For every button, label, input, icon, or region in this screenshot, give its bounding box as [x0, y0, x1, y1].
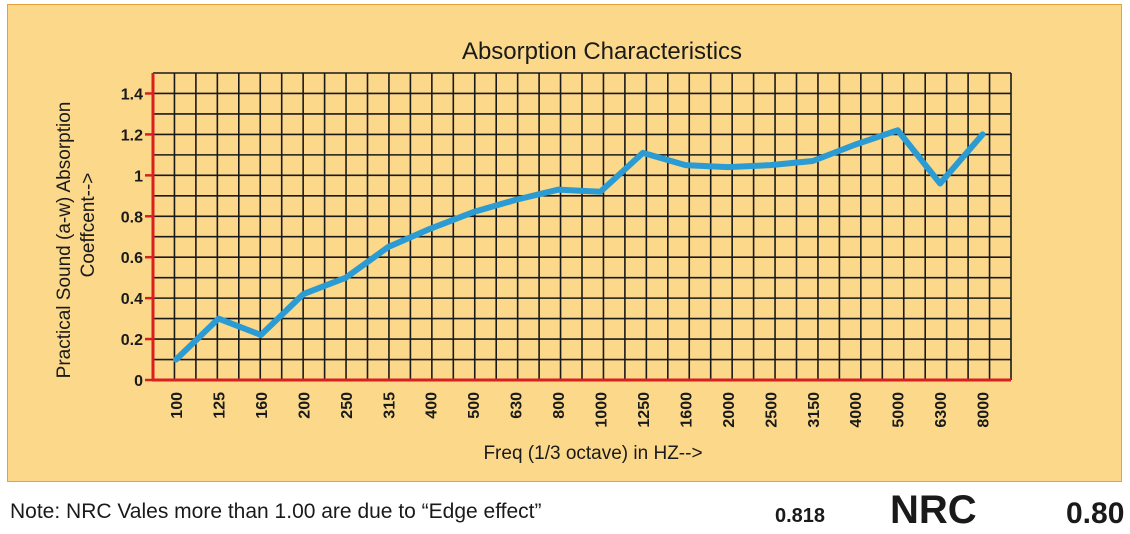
- x-tick-label: 500: [466, 392, 483, 419]
- x-tick-label: 125: [211, 392, 228, 419]
- series-layer: [173, 127, 986, 363]
- x-tick-label: 200: [296, 392, 313, 419]
- data-point: [557, 188, 560, 191]
- chart-title: Absorption Characteristics: [462, 38, 742, 65]
- data-point: [726, 166, 729, 169]
- data-point: [217, 317, 220, 320]
- x-tick-label: 6300: [933, 392, 950, 428]
- data-point: [472, 211, 475, 214]
- x-tick-label: 800: [551, 392, 568, 419]
- nrc-label: NRC: [890, 488, 977, 532]
- absorption-chart: 0 0.2 0.4 0.6 0.8 1 1.2 1.4 100 125 160 200 250 315 40…: [54, 38, 1012, 464]
- x-tick-label: 1000: [594, 392, 611, 428]
- nrc-computed-value: 0.818: [775, 505, 826, 527]
- data-point: [769, 164, 772, 167]
- y-tick-label: 0.2: [121, 332, 143, 349]
- y-tick-label: 0.6: [121, 250, 143, 267]
- x-tick-label: 160: [254, 392, 271, 419]
- data-point: [684, 164, 687, 167]
- data-point: [939, 182, 942, 185]
- x-tick-label: 1600: [678, 392, 695, 428]
- data-point: [599, 190, 602, 193]
- data-point: [811, 160, 814, 163]
- grid: [153, 72, 1012, 380]
- data-point: [514, 198, 517, 201]
- data-point: [387, 245, 390, 248]
- x-tick-label: 2000: [721, 392, 738, 428]
- y-tick-label: 1: [134, 168, 143, 185]
- y-tick-label: 1.4: [121, 86, 143, 103]
- x-tick-label: 5000: [891, 392, 908, 428]
- x-tick-label: 630: [509, 392, 526, 419]
- labels-layer: 0 0.2 0.4 0.6 0.8 1 1.2 1.4 100 125 160 200 250 315 40…: [54, 38, 993, 464]
- y-tick-label: 1.2: [121, 127, 143, 144]
- x-tick-label: 400: [424, 392, 441, 419]
- y-tick-label: 0: [134, 373, 143, 390]
- x-axis-label: Freq (1/3 octave) in HZ-->: [483, 443, 702, 464]
- x-tick-label: 1250: [636, 392, 653, 428]
- y-tick-label: 0.4: [121, 291, 143, 308]
- y-tick-label: 0.8: [121, 209, 143, 226]
- data-point: [175, 358, 177, 361]
- edge-effect-note: Note: NRC Vales more than 1.00 are due t…: [10, 500, 542, 523]
- x-tick-label: 8000: [976, 392, 993, 428]
- data-point: [641, 151, 644, 154]
- series-line: [173, 127, 986, 363]
- data-point: [896, 129, 899, 132]
- y-axis-label-line1: Practical Sound (a-w) Absorption: [54, 102, 75, 379]
- data-point: [981, 133, 984, 136]
- data-point: [429, 227, 432, 230]
- chart-panel: 0 0.2 0.4 0.6 0.8 1 1.2 1.4 100 125 160 200 250 315 40…: [7, 4, 1122, 482]
- x-tick-label: 100: [169, 392, 186, 419]
- x-tick-label: 250: [339, 392, 356, 419]
- data-point: [302, 293, 305, 296]
- x-tick-label: 315: [381, 392, 398, 419]
- y-axis-label-line2: Coeffcent-->: [78, 173, 99, 278]
- data-point: [259, 333, 262, 336]
- nrc-rounded-value: 0.80: [1066, 497, 1125, 530]
- axes: [145, 73, 1011, 382]
- data-point: [854, 143, 857, 146]
- data-point: [344, 276, 347, 279]
- x-tick-label: 3150: [806, 392, 823, 428]
- x-tick-label: 4000: [848, 392, 865, 428]
- x-tick-label: 2500: [763, 392, 780, 428]
